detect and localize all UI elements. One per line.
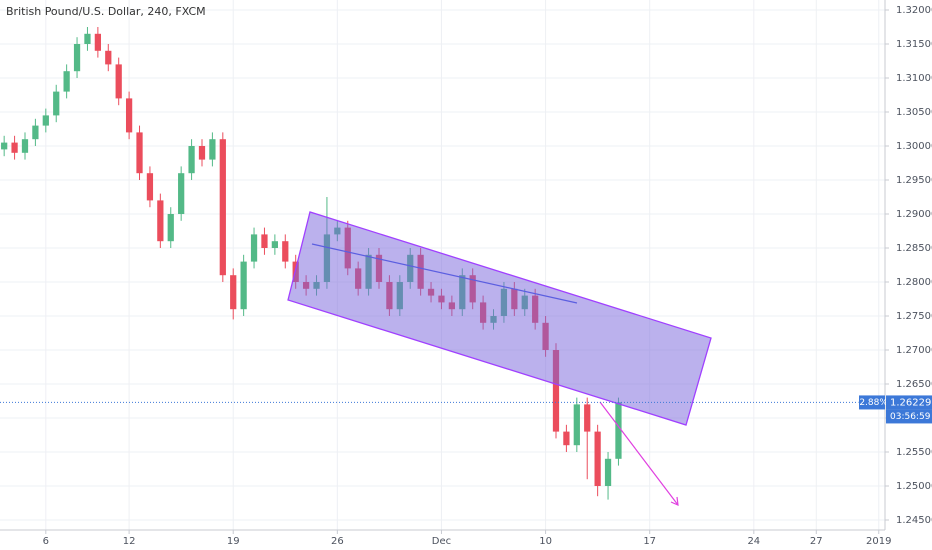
candle-body [209, 139, 216, 160]
y-tick-label: 1.28500 [896, 243, 932, 254]
candle-body [188, 145, 195, 174]
x-tick-label: 24 [747, 536, 760, 547]
y-tick-label: 1.29000 [896, 209, 932, 220]
trend-line [311, 243, 578, 304]
candle-body [282, 241, 289, 262]
candle-body [42, 115, 49, 126]
change-label: -2.88% [856, 398, 888, 408]
y-tick-label: 1.24500 [896, 515, 932, 526]
channel-drawing [287, 211, 712, 426]
candle-body [240, 261, 247, 310]
arrow-head [670, 496, 679, 506]
candle-body [584, 404, 591, 432]
candle-body [230, 275, 237, 310]
candle-body [32, 125, 39, 140]
chart-title: British Pound/U.S. Dollar, 240, FXCM [6, 5, 206, 18]
y-tick-label: 1.31000 [896, 73, 932, 84]
y-tick-label: 1.26500 [896, 379, 932, 390]
candle-body [125, 98, 133, 133]
candle-body [105, 50, 112, 65]
y-tick-label: 1.25000 [896, 481, 932, 492]
x-tick-label: 26 [331, 536, 344, 547]
candle-body [157, 200, 164, 242]
y-tick-label: 1.29500 [896, 175, 932, 186]
x-tick-label: 6 [43, 536, 49, 547]
candle-body [115, 64, 122, 99]
candle-body [73, 43, 81, 72]
x-tick-label: 19 [227, 536, 240, 547]
candle-body [21, 139, 29, 153]
countdown-label: 03:56:59 [890, 412, 931, 422]
candle-body [573, 404, 580, 446]
y-tick-label: 1.32000 [896, 5, 932, 16]
x-tick-label: 10 [539, 536, 552, 547]
candle-body [53, 91, 60, 116]
candle-body [136, 132, 143, 174]
last-price-box [886, 395, 932, 410]
x-tick-label: 17 [643, 536, 656, 547]
candle-body [178, 173, 185, 214]
x-tick-label: 12 [123, 536, 136, 547]
arrow-line [599, 401, 679, 506]
y-tick-label: 1.31500 [896, 39, 932, 50]
candle-body [552, 350, 560, 432]
candle-body [261, 234, 268, 248]
countdown-box [886, 409, 932, 424]
x-tick-label: 2019 [866, 536, 891, 547]
candle-body [167, 213, 174, 242]
candle-body [563, 431, 570, 446]
y-tick-label: 1.27500 [896, 311, 932, 322]
candle-body [604, 458, 612, 487]
y-tick-label: 1.30500 [896, 107, 932, 118]
change-label-box [859, 395, 885, 410]
candle-body [63, 71, 70, 92]
y-tick-label: 1.27000 [896, 345, 932, 356]
candle-body [94, 33, 101, 51]
candle-body [198, 145, 206, 160]
x-tick-label: Dec [432, 536, 451, 547]
candle-body [146, 173, 154, 201]
candle-body [219, 139, 226, 276]
overlay: 1.32000 1.31500 1.31000 1.30500 1.30000 1.295… [0, 5, 932, 547]
candle-body [84, 33, 91, 44]
candle-body [1, 142, 8, 150]
candle-body [250, 234, 258, 262]
last-price-label: 1.26229 [890, 397, 931, 408]
candle-body [271, 241, 278, 248]
candle-body [11, 142, 18, 153]
candle-body [615, 402, 622, 459]
y-tick-label: 1.28000 [896, 277, 932, 288]
x-tick-label: 27 [810, 536, 823, 547]
candle-body [594, 431, 601, 487]
y-tick-label: 1.30000 [896, 141, 932, 152]
y-tick-label: 1.25500 [896, 447, 932, 458]
